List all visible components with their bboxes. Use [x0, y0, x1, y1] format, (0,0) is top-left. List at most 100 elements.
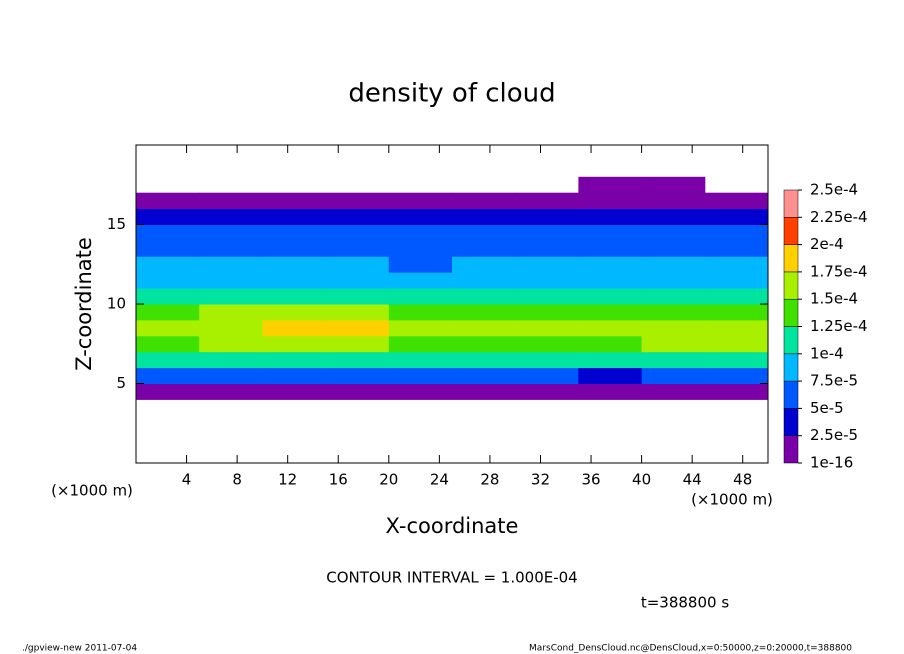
- cell: [705, 177, 769, 193]
- cell: [704, 319, 769, 337]
- cell: [326, 177, 390, 193]
- cell: [452, 145, 516, 161]
- cell: [136, 351, 200, 369]
- cell: [704, 351, 769, 369]
- cell: [136, 367, 200, 384]
- cell: [515, 288, 579, 305]
- cell: [578, 208, 643, 225]
- colorbar-tick-label: 2e-4: [810, 235, 844, 253]
- y-tick-label: 5: [116, 374, 126, 392]
- cell: [515, 351, 579, 369]
- cell: [515, 399, 579, 415]
- cell: [262, 335, 327, 353]
- cell: [452, 272, 516, 289]
- x-tick-label: 16: [329, 471, 348, 489]
- cell: [262, 304, 327, 321]
- chart-title: density of cloud: [348, 79, 555, 109]
- cell: [578, 351, 643, 369]
- cell: [136, 399, 200, 415]
- cell: [641, 319, 706, 337]
- cell: [325, 192, 390, 210]
- cell: [515, 161, 579, 177]
- cell: [136, 272, 200, 289]
- cell: [578, 415, 642, 431]
- cell: [641, 335, 706, 353]
- colorbar-segment: [783, 353, 799, 382]
- colorbar-segment: [783, 298, 799, 327]
- cell: [452, 161, 516, 177]
- cell: [262, 319, 327, 337]
- cell: [199, 161, 263, 177]
- colorbar-tick-label: 1e-4: [810, 344, 844, 362]
- x-tick-label: 44: [683, 471, 702, 489]
- cell: [199, 256, 263, 273]
- cell: [388, 351, 453, 369]
- cell: [389, 415, 453, 431]
- cell: [326, 145, 390, 161]
- colorbar-tick-label: 2.5e-4: [810, 181, 858, 199]
- cell: [642, 145, 706, 161]
- cell: [704, 383, 769, 400]
- cell: [704, 192, 769, 210]
- cell: [452, 240, 516, 257]
- x-tick-label: 40: [632, 471, 651, 489]
- cell: [199, 240, 263, 257]
- cell: [642, 447, 706, 463]
- x-tick-label: 20: [379, 471, 398, 489]
- cell: [705, 447, 769, 463]
- cell: [452, 256, 516, 273]
- contour-interval: CONTOUR INTERVAL = 1.000E-04: [326, 569, 577, 587]
- footer-left: ./gpview-new 2011-07-04: [22, 644, 137, 654]
- x-tick-label: 8: [232, 471, 242, 489]
- cell: [136, 304, 200, 321]
- cell: [704, 256, 769, 273]
- cell: [704, 304, 769, 321]
- cell: [452, 367, 516, 384]
- cell: [136, 192, 200, 210]
- cell: [578, 431, 642, 447]
- x-tick-label: 48: [733, 471, 752, 489]
- cell: [326, 431, 390, 447]
- cell: [262, 192, 327, 210]
- cell: [262, 351, 327, 369]
- cell: [326, 161, 390, 177]
- cell: [641, 224, 706, 241]
- cell: [199, 272, 263, 289]
- cell: [325, 367, 390, 384]
- cell: [452, 192, 516, 210]
- cell: [136, 208, 200, 225]
- x-tick-label: 24: [430, 471, 449, 489]
- cell: [578, 399, 642, 415]
- cell: [578, 192, 643, 210]
- x-tick-label: 12: [278, 471, 297, 489]
- cell: [262, 224, 327, 241]
- cell: [452, 431, 516, 447]
- colorbar-tick-label: 2.5e-5: [810, 426, 858, 444]
- cell: [262, 177, 326, 193]
- colorbar-tick-label: 1.25e-4: [810, 317, 868, 335]
- cell: [515, 192, 579, 210]
- cell: [704, 335, 769, 353]
- cell: [388, 256, 453, 273]
- colorbar-tick-label: 1.75e-4: [810, 262, 868, 280]
- cell: [641, 176, 706, 194]
- cell: [262, 383, 327, 400]
- cell: [641, 256, 706, 273]
- cell: [515, 415, 579, 431]
- cell: [262, 415, 326, 431]
- cell: [326, 399, 390, 415]
- cell: [452, 288, 516, 305]
- cell: [136, 240, 200, 257]
- cell: [578, 161, 642, 177]
- cell: [262, 161, 326, 177]
- cell: [452, 224, 516, 241]
- cell: [641, 383, 706, 400]
- cell: [578, 335, 643, 353]
- cell: [641, 288, 706, 305]
- footer-right: MarsCond_DensCloud.nc@DensCloud,x=0:5000…: [529, 644, 852, 654]
- cell: [515, 256, 579, 273]
- colorbar-segment: [783, 244, 799, 273]
- cell: [199, 177, 263, 193]
- cell: [515, 272, 579, 289]
